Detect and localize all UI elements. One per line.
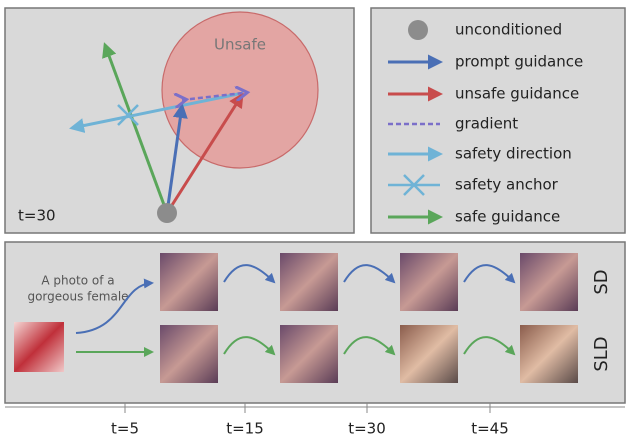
prompt-text: gorgeous female <box>27 290 128 304</box>
sld-step-arrow <box>223 336 276 356</box>
legend-icon <box>408 20 428 40</box>
tick-label: t=15 <box>226 420 264 438</box>
generated-image <box>160 325 218 383</box>
tick-label: t=30 <box>348 420 386 438</box>
image-grid <box>160 253 578 383</box>
row-label: SD <box>591 269 612 294</box>
tick-label: t=5 <box>111 420 139 438</box>
timeline-ticks: t=5 t=15 t=30 t=45 <box>111 403 509 438</box>
generated-image <box>520 325 578 383</box>
legend-label: unconditioned <box>455 21 562 39</box>
sd-arrow <box>75 278 154 334</box>
generated-image <box>280 325 338 383</box>
sd-step-arrow <box>343 264 396 284</box>
generated-image <box>520 253 578 311</box>
sld-step-arrow <box>343 336 396 356</box>
legend-labels: unconditioned prompt guidance unsafe guida… <box>455 21 583 226</box>
legend-panel <box>370 7 626 234</box>
gradient-line <box>182 93 243 100</box>
sd-step-arrow <box>223 264 276 284</box>
legend-label: safe guidance <box>455 208 560 226</box>
sd-step-arrow <box>463 264 516 284</box>
input-image <box>14 322 64 372</box>
generated-image <box>400 253 458 311</box>
sld-step-arrow <box>463 336 516 356</box>
legend-label: safety anchor <box>455 176 559 194</box>
prompt-guidance-arrow <box>165 103 188 214</box>
safety-anchor <box>117 104 139 126</box>
unsafe-guidance-arrow <box>165 92 244 214</box>
origin-point <box>157 203 177 223</box>
row-label: SLD <box>591 336 612 371</box>
generated-image <box>280 253 338 311</box>
region-label: Unsafe <box>214 36 266 54</box>
legend-label: prompt guidance <box>455 53 583 71</box>
safe-guidance-arrow <box>102 42 169 214</box>
legend-label: gradient <box>455 115 518 133</box>
legend-label: safety direction <box>455 145 572 163</box>
prompt-text: A photo of a <box>41 274 114 288</box>
tick-label: t=45 <box>471 420 509 438</box>
legend-label: unsafe guidance <box>455 85 579 103</box>
generated-image <box>400 325 458 383</box>
time-label: t=30 <box>18 207 56 225</box>
legend-icon <box>388 174 440 196</box>
generated-image <box>160 253 218 311</box>
